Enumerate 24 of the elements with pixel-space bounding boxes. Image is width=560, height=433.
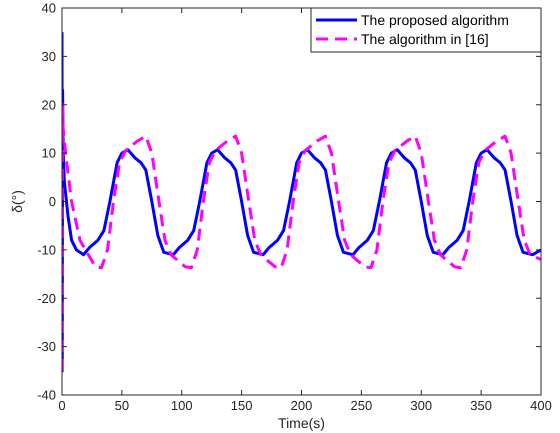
legend-label: The algorithm in [16] — [361, 31, 489, 47]
y-tick-label: 10 — [42, 146, 56, 161]
x-tick-label: 150 — [230, 398, 252, 413]
line-series — [62, 30, 541, 372]
line-series — [62, 103, 541, 372]
y-tick-label: 40 — [42, 0, 56, 16]
x-tick-label: 350 — [470, 398, 492, 413]
x-tick-label: 400 — [530, 398, 552, 413]
y-tick-label: 20 — [42, 97, 56, 112]
y-tick-label: -10 — [37, 242, 56, 258]
x-tick-label: 300 — [410, 398, 432, 413]
y-tick-label: 0 — [48, 194, 56, 209]
x-axis-title: Time(s) — [278, 415, 325, 431]
y-tick-label: 30 — [42, 48, 56, 64]
y-tick-label: -20 — [37, 290, 56, 306]
y-axis-title: δ(°) — [9, 190, 25, 213]
x-tick-label: 100 — [170, 398, 193, 413]
x-tick-label: 50 — [114, 398, 130, 413]
legend-label: The proposed algorithm — [361, 12, 509, 28]
x-tick-label: 0 — [58, 398, 66, 413]
x-tick-label: 200 — [290, 398, 312, 413]
x-tick-label: 250 — [350, 398, 372, 413]
y-tick-label: -40 — [37, 388, 56, 402]
y-tick-label: -30 — [37, 339, 56, 354]
